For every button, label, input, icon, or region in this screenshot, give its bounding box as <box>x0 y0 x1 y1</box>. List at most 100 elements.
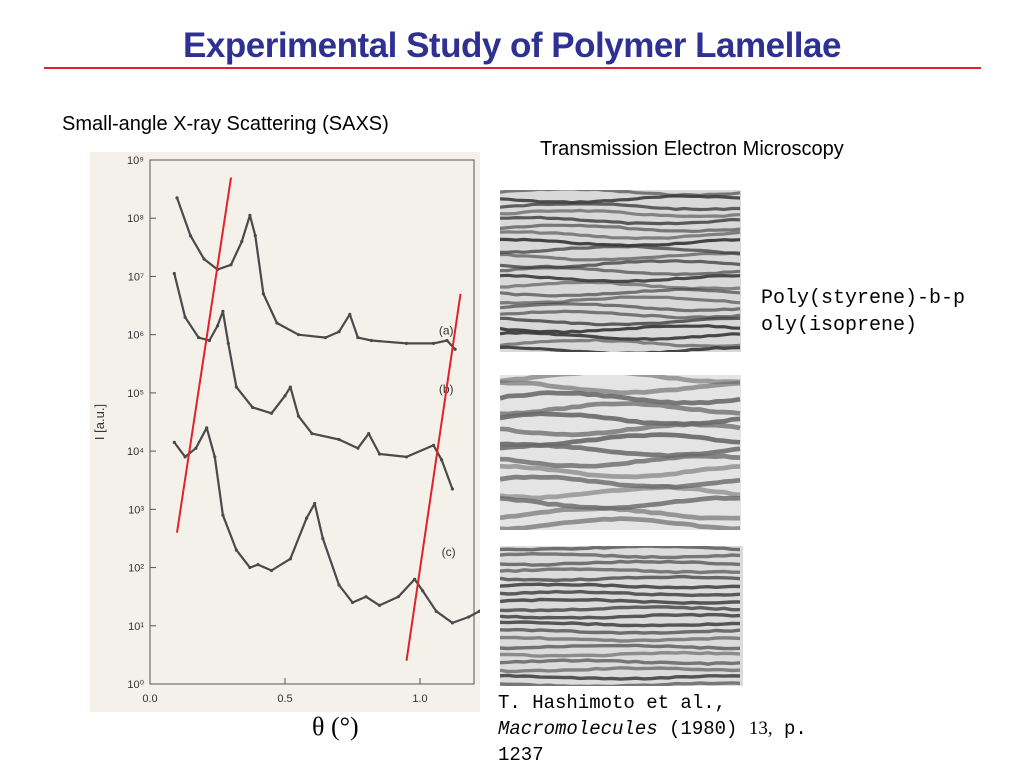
series-label: (c) <box>442 545 456 559</box>
data-point <box>213 455 217 459</box>
guide-line-0 <box>176 177 232 533</box>
y-tick-label: 10¹ <box>128 621 144 633</box>
data-point <box>440 458 444 462</box>
data-point <box>453 347 457 351</box>
tem-micrograph-2 <box>500 375 741 530</box>
data-point <box>404 455 409 459</box>
data-point <box>221 513 225 517</box>
data-point <box>229 263 233 267</box>
data-point <box>450 621 454 625</box>
data-point <box>172 271 176 276</box>
data-point <box>323 335 328 340</box>
data-point <box>172 440 176 444</box>
data-point <box>275 321 279 325</box>
data-point <box>251 405 255 410</box>
data-point <box>288 557 292 561</box>
data-point <box>313 501 317 506</box>
y-tick-label: 10⁶ <box>127 330 144 342</box>
data-point <box>248 213 252 217</box>
x-tick-label: 1.0 <box>412 693 427 705</box>
data-point <box>215 324 220 328</box>
saxs-plot: 10⁰ 10¹ 10² 10³ 10⁴ 10⁵ 10⁶ 10⁷ 10⁸ 10⁹ 0.0 0.5 1.0 I… <box>92 155 480 705</box>
series-label: (a) <box>439 324 454 338</box>
data-point <box>350 600 355 605</box>
series-line-1 <box>173 273 454 490</box>
data-point <box>207 338 211 343</box>
guide-line-1 <box>405 293 462 661</box>
data-point <box>188 234 193 238</box>
data-point <box>234 548 238 552</box>
data-point <box>261 292 265 296</box>
data-point <box>253 234 257 238</box>
data-point <box>321 536 325 541</box>
data-point <box>431 341 436 345</box>
data-point <box>404 341 409 345</box>
citation-journal: Macromolecules <box>498 718 658 740</box>
series-line-2 <box>173 426 480 624</box>
data-point <box>305 516 309 520</box>
data-point <box>234 385 238 389</box>
data-point <box>240 239 244 244</box>
data-point <box>348 312 352 316</box>
data-point <box>337 330 341 334</box>
series-line-0 <box>175 197 456 350</box>
data-point <box>296 333 301 337</box>
tem-heading: Transmission Electron Microscopy <box>540 138 844 160</box>
data-point <box>369 338 373 343</box>
saxs-plot-background <box>90 152 480 712</box>
citation: T. Hashimoto et al., Macromolecules (198… <box>498 690 858 768</box>
data-point <box>413 577 417 581</box>
data-point <box>269 568 274 573</box>
data-point <box>175 196 179 200</box>
data-point <box>202 257 206 261</box>
data-point <box>364 595 368 599</box>
data-point <box>337 437 341 442</box>
y-tick-label: 10⁷ <box>128 271 144 283</box>
saxs-heading: Small-angle X-ray Scattering (SAXS) <box>62 113 389 135</box>
data-point <box>367 432 371 436</box>
data-point <box>377 452 382 456</box>
data-point <box>356 446 360 450</box>
citation-page: p. 1237 <box>498 718 807 766</box>
plot-frame <box>149 159 475 685</box>
data-point <box>248 565 252 570</box>
data-point <box>377 603 382 607</box>
data-point <box>269 411 274 415</box>
data-point <box>477 609 480 613</box>
data-point <box>205 426 209 430</box>
tem-micrograph-3 <box>500 546 743 686</box>
citation-volume: 13, <box>748 718 773 739</box>
data-point <box>337 583 341 587</box>
data-point <box>421 589 425 593</box>
slide-title: Experimental Study of Polymer Lamellae <box>183 26 841 65</box>
citation-authors: T. Hashimoto et al., <box>498 692 727 714</box>
y-tick-label: 10⁵ <box>127 388 144 400</box>
polymer-label: Poly(styrene)-b-poly(isoprene) <box>761 287 966 337</box>
data-point <box>183 315 187 319</box>
y-tick-label: 10⁰ <box>127 679 144 691</box>
data-point <box>467 615 471 619</box>
data-point <box>288 385 292 389</box>
data-point <box>256 563 260 567</box>
y-tick-label: 10⁴ <box>127 446 144 458</box>
y-tick-label: 10³ <box>128 504 144 516</box>
data-point <box>434 609 438 613</box>
data-point <box>197 335 201 340</box>
data-point <box>226 341 230 345</box>
data-point <box>356 335 360 340</box>
y-tick-label: 10² <box>128 563 144 575</box>
data-point <box>296 414 301 418</box>
y-axis-label: I [a.u.] <box>92 404 107 440</box>
title-underline <box>44 67 981 69</box>
x-tick-label: 0.0 <box>142 693 157 705</box>
data-point <box>183 455 187 459</box>
data-point <box>194 446 198 450</box>
citation-year: (1980) <box>669 718 738 740</box>
data-point <box>310 432 314 436</box>
data-point <box>450 487 454 491</box>
x-axis-title: θ (°) <box>312 712 359 741</box>
tem-micrograph-1 <box>500 190 741 352</box>
y-tick-label: 10⁹ <box>127 155 144 167</box>
data-point <box>283 394 287 398</box>
data-point <box>445 338 449 343</box>
